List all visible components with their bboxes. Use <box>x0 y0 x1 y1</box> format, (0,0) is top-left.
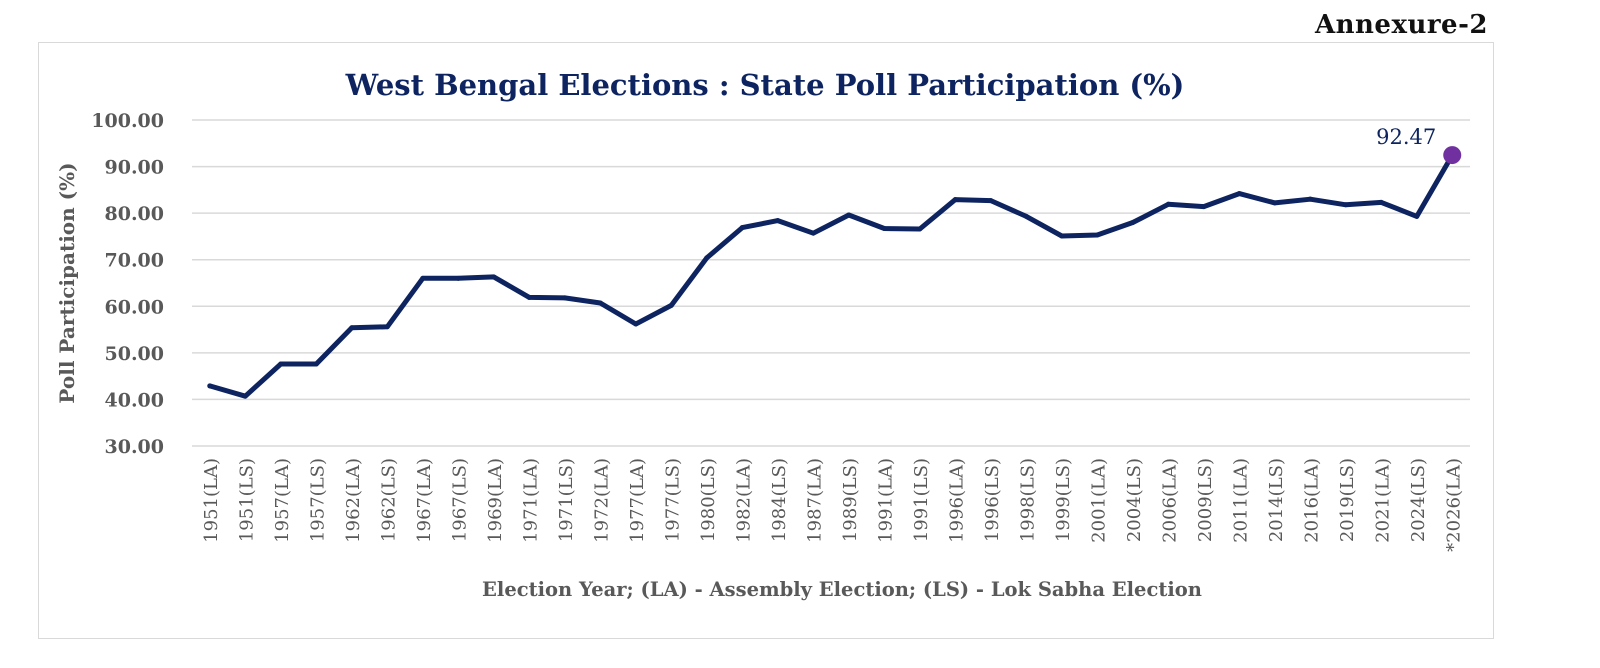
data-point <box>526 294 532 300</box>
x-tick-label: 1969(LA) <box>485 458 506 543</box>
x-tick-label: *2026(LA) <box>1443 458 1464 552</box>
x-tick-label: 1977(LA) <box>627 458 648 543</box>
x-axis-label: Election Year; (LA) - Assembly Election;… <box>482 578 1202 601</box>
series-line <box>209 153 1455 399</box>
data-point <box>313 361 319 367</box>
data-point <box>349 325 355 331</box>
data-point <box>1307 196 1313 202</box>
data-point <box>384 324 390 330</box>
data-point <box>1094 232 1100 238</box>
x-tick-label: 1984(LS) <box>769 458 790 542</box>
data-point <box>420 275 426 281</box>
data-point <box>775 218 781 224</box>
data-point <box>1378 199 1384 205</box>
x-tick-label: 2001(LA) <box>1088 458 1109 543</box>
chart-frame <box>38 42 1494 639</box>
data-point <box>562 295 568 301</box>
data-point <box>810 230 816 236</box>
data-point <box>207 383 213 389</box>
data-point <box>988 198 994 204</box>
data-point <box>242 393 248 399</box>
data-point <box>597 300 603 306</box>
data-point <box>1130 219 1136 225</box>
x-tick-label: 1962(LS) <box>378 458 399 542</box>
y-axis-label: Poll Participation (%) <box>55 162 79 403</box>
annexure-label: Annexure-2 <box>1314 10 1488 40</box>
x-tick-label: 2011(LA) <box>1230 458 1251 543</box>
x-tick-label: 1996(LS) <box>982 458 1003 542</box>
x-tick-label: 1977(LS) <box>662 458 683 542</box>
y-tick-label: 30.00 <box>105 436 165 458</box>
x-tick-label: 1972(LA) <box>591 458 612 543</box>
data-point <box>491 274 497 280</box>
y-tick-label: 60.00 <box>105 296 165 318</box>
data-point <box>1165 201 1171 207</box>
data-point <box>1059 233 1065 239</box>
x-tick-label: 1991(LA) <box>875 458 896 543</box>
data-point <box>278 361 284 367</box>
data-point <box>633 321 639 327</box>
x-tick-label: 1996(LA) <box>946 458 967 543</box>
x-tick-label: 2014(LS) <box>1266 458 1287 542</box>
highlight-marker <box>1443 146 1462 165</box>
x-tick-label: 2024(LS) <box>1408 458 1429 542</box>
y-tick-label: 40.00 <box>105 389 165 411</box>
x-tick-label: 1967(LA) <box>414 458 435 543</box>
data-point <box>846 212 852 218</box>
data-point <box>1272 200 1278 206</box>
x-tick-label: 2004(LS) <box>1124 458 1145 542</box>
data-point <box>952 197 958 203</box>
x-tick-label: 1967(LS) <box>449 458 470 542</box>
x-tick-label: 1957(LA) <box>272 458 293 543</box>
y-tick-label: 90.00 <box>105 157 165 179</box>
x-tick-label: 2021(LA) <box>1372 458 1393 543</box>
x-tick-label: 1991(LS) <box>911 458 932 542</box>
y-tick-label: 50.00 <box>105 343 165 365</box>
data-point <box>1236 191 1242 197</box>
data-point <box>1023 213 1029 219</box>
x-tick-label: 1989(LS) <box>840 458 861 542</box>
x-tick-label: 1987(LA) <box>804 458 825 543</box>
x-tick-label: 1971(LS) <box>556 458 577 542</box>
data-point <box>704 255 710 261</box>
data-label: 92.47 <box>1376 125 1436 149</box>
data-point <box>1343 202 1349 208</box>
x-tick-label: 1999(LS) <box>1053 458 1074 542</box>
x-tick-label: 2019(LS) <box>1337 458 1358 542</box>
x-tick-label: 1982(LA) <box>733 458 754 543</box>
x-tick-label: 1957(LS) <box>307 458 328 542</box>
data-point <box>1414 213 1420 219</box>
x-tick-label: 1980(LS) <box>698 458 719 542</box>
y-tick-label: 80.00 <box>105 203 165 225</box>
x-tick-label: 2016(LA) <box>1301 458 1322 543</box>
x-tick-label: 2009(LS) <box>1195 458 1216 542</box>
data-point <box>739 225 745 231</box>
x-tick-label: 1998(LS) <box>1017 458 1038 542</box>
chart-title: West Bengal Elections : State Poll Parti… <box>345 68 1185 102</box>
x-tick-label: 2006(LA) <box>1159 458 1180 543</box>
x-tick-label: 1971(LA) <box>520 458 541 543</box>
data-point <box>668 302 674 308</box>
data-point <box>455 275 461 281</box>
x-tick-label: 1951(LS) <box>236 458 257 542</box>
x-tick-label: 1962(LA) <box>343 458 364 543</box>
data-point <box>881 226 887 232</box>
y-tick-label: 70.00 <box>105 250 165 272</box>
x-tick-label: 1951(LA) <box>201 458 222 543</box>
data-point <box>1201 204 1207 210</box>
y-tick-label: 100.00 <box>91 110 164 132</box>
data-point <box>917 226 923 232</box>
